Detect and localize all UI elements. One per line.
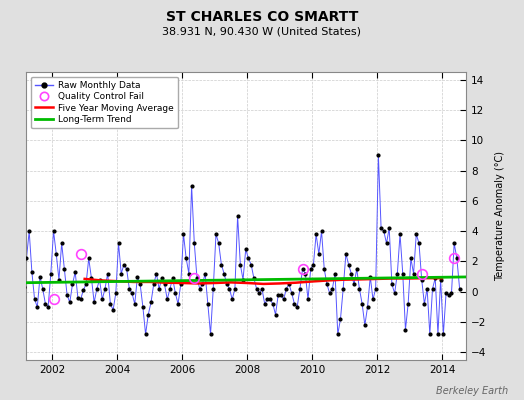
Text: 38.931 N, 90.430 W (United States): 38.931 N, 90.430 W (United States)	[162, 26, 362, 36]
Y-axis label: Temperature Anomaly (°C): Temperature Anomaly (°C)	[495, 151, 505, 281]
Legend: Raw Monthly Data, Quality Control Fail, Five Year Moving Average, Long-Term Tren: Raw Monthly Data, Quality Control Fail, …	[31, 76, 178, 128]
Text: ST CHARLES CO SMARTT: ST CHARLES CO SMARTT	[166, 10, 358, 24]
Text: Berkeley Earth: Berkeley Earth	[436, 386, 508, 396]
